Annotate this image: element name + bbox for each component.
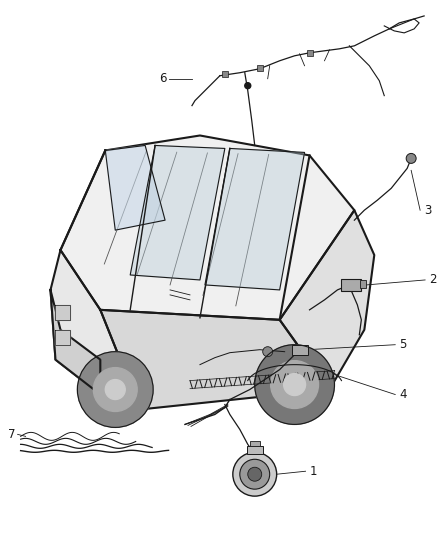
Bar xyxy=(292,345,307,354)
Polygon shape xyxy=(105,146,165,230)
Polygon shape xyxy=(205,149,304,290)
Polygon shape xyxy=(56,330,71,345)
Circle shape xyxy=(255,345,335,424)
Polygon shape xyxy=(50,290,100,394)
Text: 1: 1 xyxy=(310,465,317,478)
Text: 7: 7 xyxy=(8,428,16,441)
Bar xyxy=(307,50,313,56)
Circle shape xyxy=(248,467,262,481)
Bar xyxy=(257,64,263,71)
Circle shape xyxy=(78,352,153,427)
Polygon shape xyxy=(50,250,140,409)
Circle shape xyxy=(406,154,416,164)
Polygon shape xyxy=(100,310,329,409)
Circle shape xyxy=(284,374,306,395)
Text: 3: 3 xyxy=(424,204,431,217)
Circle shape xyxy=(93,368,137,411)
Circle shape xyxy=(240,459,270,489)
Polygon shape xyxy=(56,305,71,320)
Text: 2: 2 xyxy=(429,273,437,286)
Text: 5: 5 xyxy=(399,338,406,351)
Circle shape xyxy=(271,361,318,408)
Circle shape xyxy=(245,83,251,88)
Polygon shape xyxy=(60,135,354,320)
Text: 6: 6 xyxy=(159,72,167,85)
Polygon shape xyxy=(130,146,225,280)
Bar xyxy=(341,279,361,291)
Bar xyxy=(250,441,260,446)
Bar xyxy=(222,71,228,77)
Text: 4: 4 xyxy=(399,388,407,401)
Bar xyxy=(247,446,263,454)
Bar xyxy=(360,280,366,288)
Circle shape xyxy=(105,379,125,400)
Circle shape xyxy=(233,453,277,496)
Polygon shape xyxy=(279,210,374,390)
Circle shape xyxy=(263,346,273,357)
